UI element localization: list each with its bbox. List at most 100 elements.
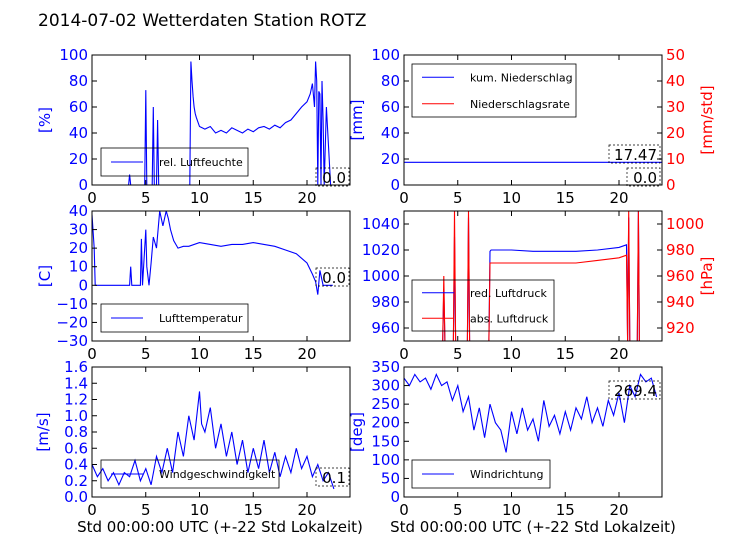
x-tick-label: 15: [244, 189, 263, 207]
y-tick-label: 1.6: [64, 358, 88, 376]
panel-2: 0 5 10 15 20 0 20 40 60 80 100 0 10 20 30 40 50 [mm] [mm/s…: [348, 46, 716, 207]
x-tick-label: 15: [556, 345, 575, 363]
y-tick-label: 150: [371, 432, 400, 450]
x-tick-label: 20: [609, 501, 628, 519]
y-tick-label: 1020: [362, 241, 400, 259]
y-tick-label: 40: [69, 202, 88, 220]
last-value-label: 17.47: [614, 146, 657, 164]
y-tick-label-right: 940: [666, 293, 695, 311]
legend-label: Windrichtung: [470, 468, 543, 481]
y-tick-label-right: 980: [666, 241, 695, 259]
y-tick-label: 0: [78, 276, 88, 294]
y-axis-label: [C]: [36, 265, 54, 287]
y-tick-label: 20: [69, 150, 88, 168]
legend-box: [100, 459, 280, 489]
legend-box: [100, 303, 249, 333]
y-tick-label: 0: [390, 176, 400, 194]
y-tick-label: 40: [69, 124, 88, 142]
last-value-box: [608, 144, 661, 164]
y-tick-label: 0: [78, 176, 88, 194]
series-line-3-1: [92, 211, 333, 295]
y-tick-label: 10: [69, 258, 88, 276]
x-axis-label-left: Std 00:00:00 UTC (+-22 Std Lokalzeit): [77, 518, 363, 536]
legend-label: kum. Niederschlag: [470, 71, 573, 84]
y-tick-label-right: 40: [666, 72, 685, 90]
y-tick-label: 80: [381, 72, 400, 90]
y-axis-label-right: [hPa]: [698, 257, 716, 296]
x-tick-label: 0: [87, 189, 97, 207]
last-value-label: 0.1: [322, 469, 346, 487]
y-tick-label: 0: [390, 488, 400, 506]
panel-6: 0 5 10 15 20050100150200250300350[deg]Windri…: [348, 358, 663, 519]
x-tick-label: 20: [297, 345, 316, 363]
x-tick-label: 10: [502, 501, 521, 519]
y-tick-label: 20: [69, 239, 88, 257]
y-tick-label: 960: [371, 319, 400, 337]
last-value-box: [626, 167, 661, 187]
series-line-4-2: [442, 211, 640, 341]
x-tick-label: 10: [190, 501, 209, 519]
series-line-5-1: [92, 391, 335, 490]
legend-box: [100, 147, 249, 177]
last-value-label: 0.0: [322, 169, 346, 187]
y-tick-label: 1.4: [64, 374, 88, 392]
legend-label: rel. Luftfeuchte: [159, 156, 243, 169]
panel-3: 0 5 10 15 20−30−20−10010203040[C]Lufttempera…: [36, 202, 351, 363]
y-axis-label: [deg]: [348, 412, 366, 452]
y-tick-label: 0.4: [64, 456, 88, 474]
y-tick-label: −30: [56, 332, 88, 350]
figure-title: 2014-07-02 Wetterdaten Station ROTZ: [38, 11, 367, 31]
x-tick-label: 20: [297, 189, 316, 207]
y-tick-label: 20: [381, 150, 400, 168]
x-tick-label: 20: [297, 501, 316, 519]
last-value-box: [315, 467, 350, 487]
plot-frame: [91, 210, 351, 342]
y-tick-label-right: 1000: [666, 215, 704, 233]
y-tick-label-right: 920: [666, 319, 695, 337]
y-tick-label: 50: [381, 469, 400, 487]
y-tick-label-right: 10: [666, 150, 685, 168]
y-tick-label-right: 960: [666, 267, 695, 285]
last-value-box: [315, 267, 350, 287]
y-tick-label: 350: [371, 358, 400, 376]
last-value-label: 0.0: [633, 169, 657, 187]
y-tick-label: 1.0: [64, 407, 88, 425]
series-line-6-1: [404, 372, 658, 453]
x-tick-label: 0: [87, 501, 97, 519]
y-tick-label: −20: [56, 313, 88, 331]
last-value-label: 0.0: [322, 269, 346, 287]
y-tick-label: 40: [381, 124, 400, 142]
y-axis-label: [%]: [36, 107, 54, 133]
x-tick-label: 5: [141, 189, 151, 207]
x-tick-label: 20: [609, 345, 628, 363]
x-tick-label: 5: [453, 345, 463, 363]
x-tick-label: 0: [399, 501, 409, 519]
y-tick-label: 0.0: [64, 488, 88, 506]
panel-1: 0 5 10 15 20 0 20 40 60 80 100 [%] rel. Luftfeuchte 0…: [36, 46, 351, 207]
legend-label: Niederschlagsrate: [470, 98, 570, 111]
y-tick-label: 0.8: [64, 423, 88, 441]
x-tick-label: 5: [453, 501, 463, 519]
y-tick-label: 200: [371, 414, 400, 432]
x-axis-label-right: Std 00:00:00 UTC (+-22 Std Lokalzeit): [390, 518, 676, 536]
y-tick-label: 100: [371, 46, 400, 64]
plot-frame: [91, 54, 351, 186]
y-axis-label-right: [mm/std]: [698, 85, 716, 154]
y-tick-label: 1.2: [64, 391, 88, 409]
y-tick-label: 100: [59, 46, 88, 64]
panel-5: 0 5 10 15 20 0.00.20.40.60.81.01.21.41.6 [m/s]…: [34, 358, 351, 519]
last-value-box: [315, 167, 350, 187]
legend-label: Lufttemperatur: [159, 312, 243, 325]
x-tick-label: 5: [141, 345, 151, 363]
x-tick-label: 0: [399, 345, 409, 363]
plot-frame: [403, 54, 663, 186]
y-axis-label: [mm]: [348, 100, 366, 141]
y-tick-label: −10: [56, 295, 88, 313]
legend-box: [411, 279, 555, 332]
x-tick-label: 15: [556, 189, 575, 207]
x-tick-label: 5: [141, 501, 151, 519]
y-tick-label-right: 30: [666, 98, 685, 116]
legend-box: [411, 63, 577, 118]
x-tick-label: 0: [399, 189, 409, 207]
x-tick-label: 15: [556, 501, 575, 519]
